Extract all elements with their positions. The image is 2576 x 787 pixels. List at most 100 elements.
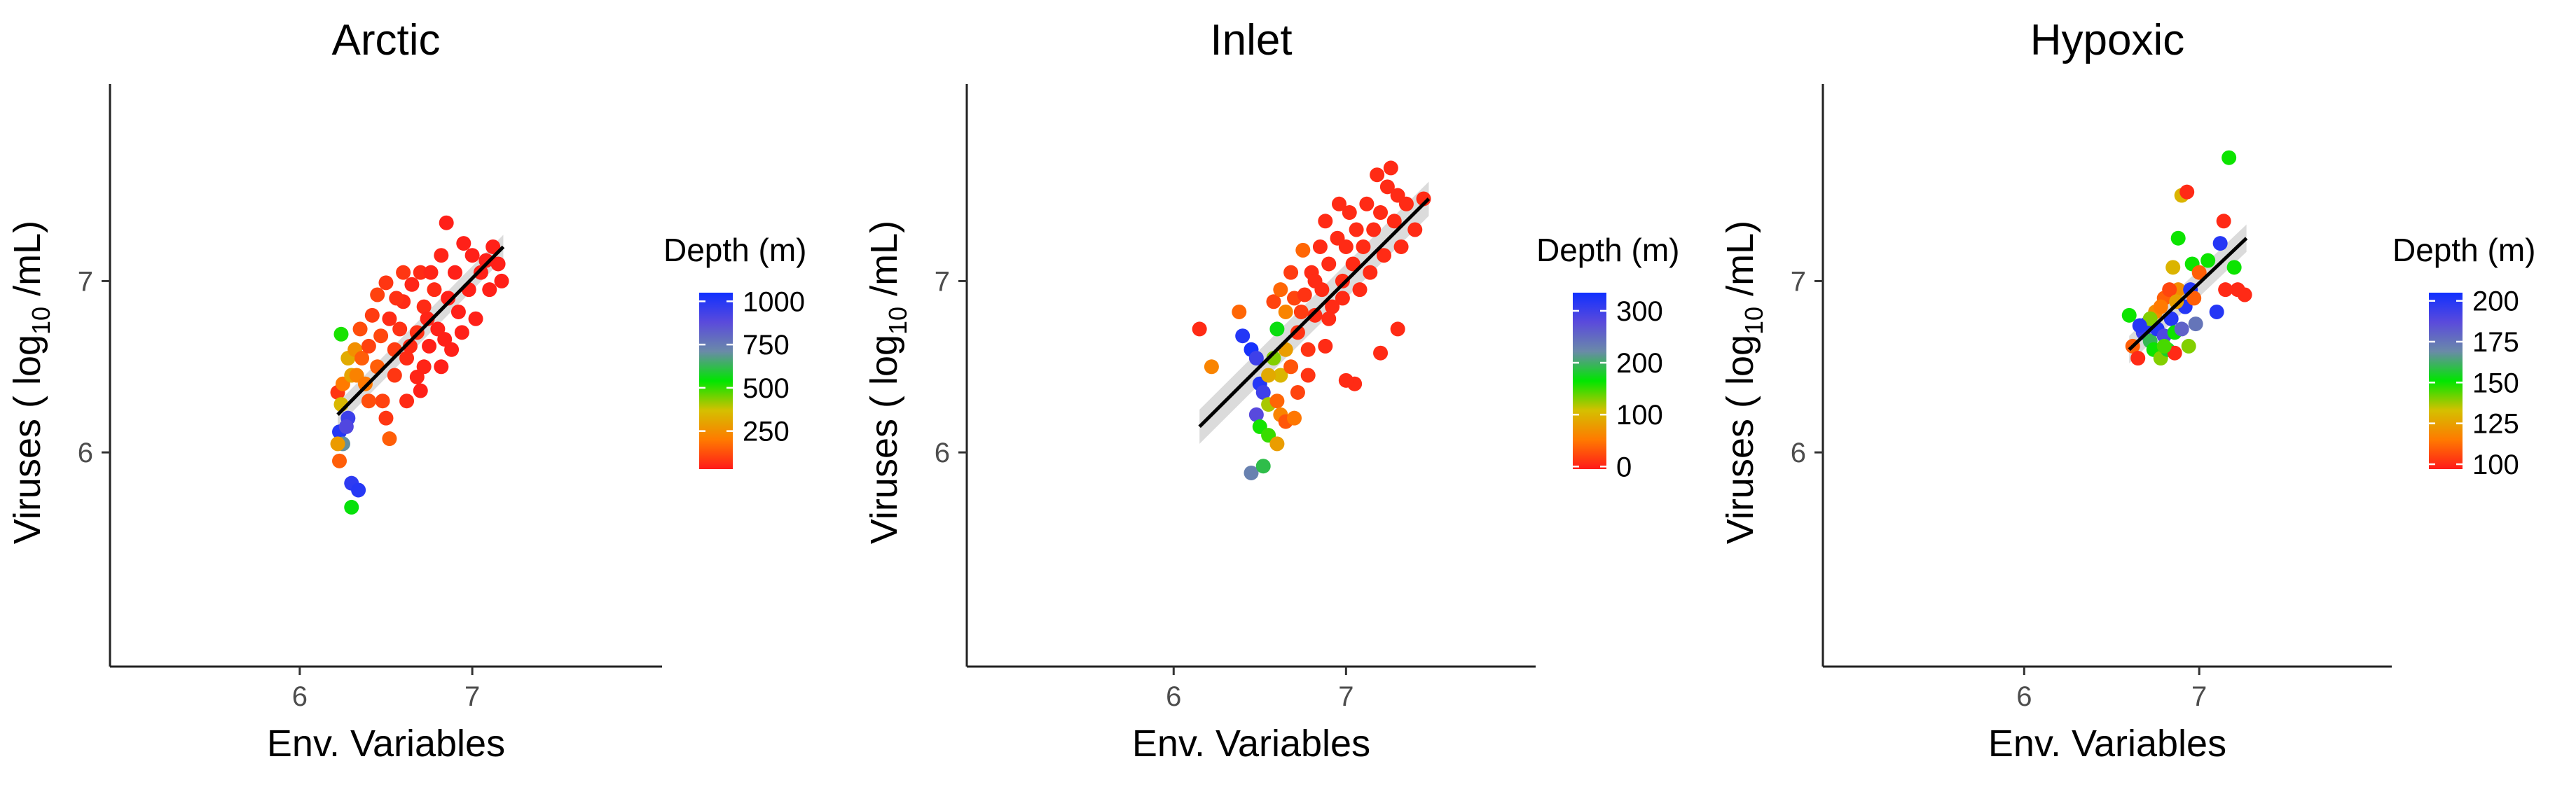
data-point [373, 328, 389, 344]
data-point [1331, 196, 1346, 211]
data-point [478, 253, 494, 268]
legend-tick-label: 100 [1616, 400, 1663, 431]
data-point [1321, 256, 1337, 272]
data-point [1283, 265, 1299, 280]
data-point [1359, 196, 1375, 211]
data-point [413, 265, 428, 280]
data-point [448, 265, 462, 280]
legend-tick-label: 300 [1616, 296, 1663, 327]
data-point [416, 299, 432, 314]
points-group [330, 215, 509, 515]
data-point [1373, 345, 1389, 361]
data-point [464, 248, 480, 263]
data-point [1321, 311, 1337, 326]
data-point [392, 321, 408, 337]
data-point [396, 265, 411, 280]
x-tick-label: 6 [292, 681, 308, 712]
data-point [370, 359, 385, 375]
data-point [1295, 242, 1311, 258]
data-point [1352, 282, 1368, 298]
data-point [461, 282, 476, 298]
data-point [2218, 282, 2233, 298]
data-point [2162, 282, 2177, 298]
data-point [1235, 328, 1251, 344]
data-point [1232, 304, 1247, 319]
data-point [1345, 256, 1361, 272]
data-point [1338, 372, 1354, 388]
data-point [2165, 260, 2181, 275]
data-point [2179, 184, 2195, 200]
data-point [494, 273, 509, 288]
data-point [387, 368, 402, 383]
data-point [1335, 273, 1350, 288]
data-point [1398, 196, 1414, 211]
data-point [434, 359, 449, 375]
data-point [2200, 253, 2216, 268]
legend-tick-label: 500 [743, 373, 790, 404]
data-point [1373, 205, 1389, 221]
data-point [2169, 294, 2184, 309]
color-bar [2429, 293, 2463, 469]
x-axis-label: Env. Variables [1132, 723, 1370, 765]
data-point [437, 332, 453, 347]
data-point [1273, 282, 1288, 298]
legend-tick-label: 750 [743, 330, 790, 361]
legend-tick-label: 100 [2472, 450, 2519, 480]
y-axis-label: Viruses ( log10 /mL) [6, 221, 55, 544]
data-point [332, 453, 347, 468]
data-point [1335, 291, 1350, 306]
data-point [1283, 359, 1299, 375]
data-point [1338, 239, 1354, 254]
data-point [2191, 265, 2207, 280]
data-point [2209, 304, 2224, 319]
x-tick-label: 7 [1338, 681, 1354, 712]
data-point [434, 248, 449, 263]
panel-1: Inlet 6 7 6 7 Env. Variables Viruses ( log10 /… [863, 16, 1679, 765]
data-point [468, 311, 483, 326]
data-point [1307, 273, 1323, 288]
data-point [482, 282, 497, 298]
y-tick-label: 7 [935, 266, 950, 297]
data-point [1248, 351, 1264, 366]
data-point [1266, 294, 1281, 309]
x-tick-label: 6 [1166, 681, 1181, 712]
data-point [378, 275, 394, 291]
data-point [1307, 307, 1323, 323]
data-point [2156, 338, 2172, 354]
legend-tick-label: 1000 [743, 286, 805, 317]
data-point [1383, 160, 1398, 176]
data-point [1287, 410, 1302, 426]
data-point [1278, 304, 1293, 319]
y-tick-label: 7 [1791, 266, 1806, 297]
data-point [382, 431, 397, 447]
y-tick-label: 6 [1791, 438, 1806, 468]
data-point [2216, 214, 2231, 229]
data-point [375, 394, 390, 409]
data-point [413, 383, 428, 398]
x-tick-label: 7 [2191, 681, 2207, 712]
y-tick-label: 6 [78, 438, 93, 468]
data-point [416, 359, 432, 375]
data-point [2237, 287, 2252, 302]
data-point [1356, 239, 1371, 254]
data-point [1273, 368, 1288, 383]
data-point [399, 351, 415, 366]
data-point [1349, 222, 1364, 237]
data-point [1386, 214, 1402, 229]
x-axis-label: Env. Variables [267, 723, 505, 765]
data-point [450, 304, 466, 319]
legend-tick-label: 0 [1616, 452, 1632, 482]
data-point [333, 326, 349, 342]
data-point [1318, 338, 1333, 354]
data-point [1363, 265, 1378, 280]
data-point [2181, 338, 2196, 354]
data-point [330, 436, 345, 452]
legend-tick-label: 250 [743, 417, 790, 447]
data-point [344, 499, 359, 515]
panel-2: Hypoxic 6 7 6 7 Env. Variables Viruses ( log10… [1719, 16, 2535, 765]
y-axis-label: Viruses ( log10 /mL) [863, 221, 912, 544]
data-point [370, 287, 385, 302]
data-point [1255, 459, 1271, 474]
